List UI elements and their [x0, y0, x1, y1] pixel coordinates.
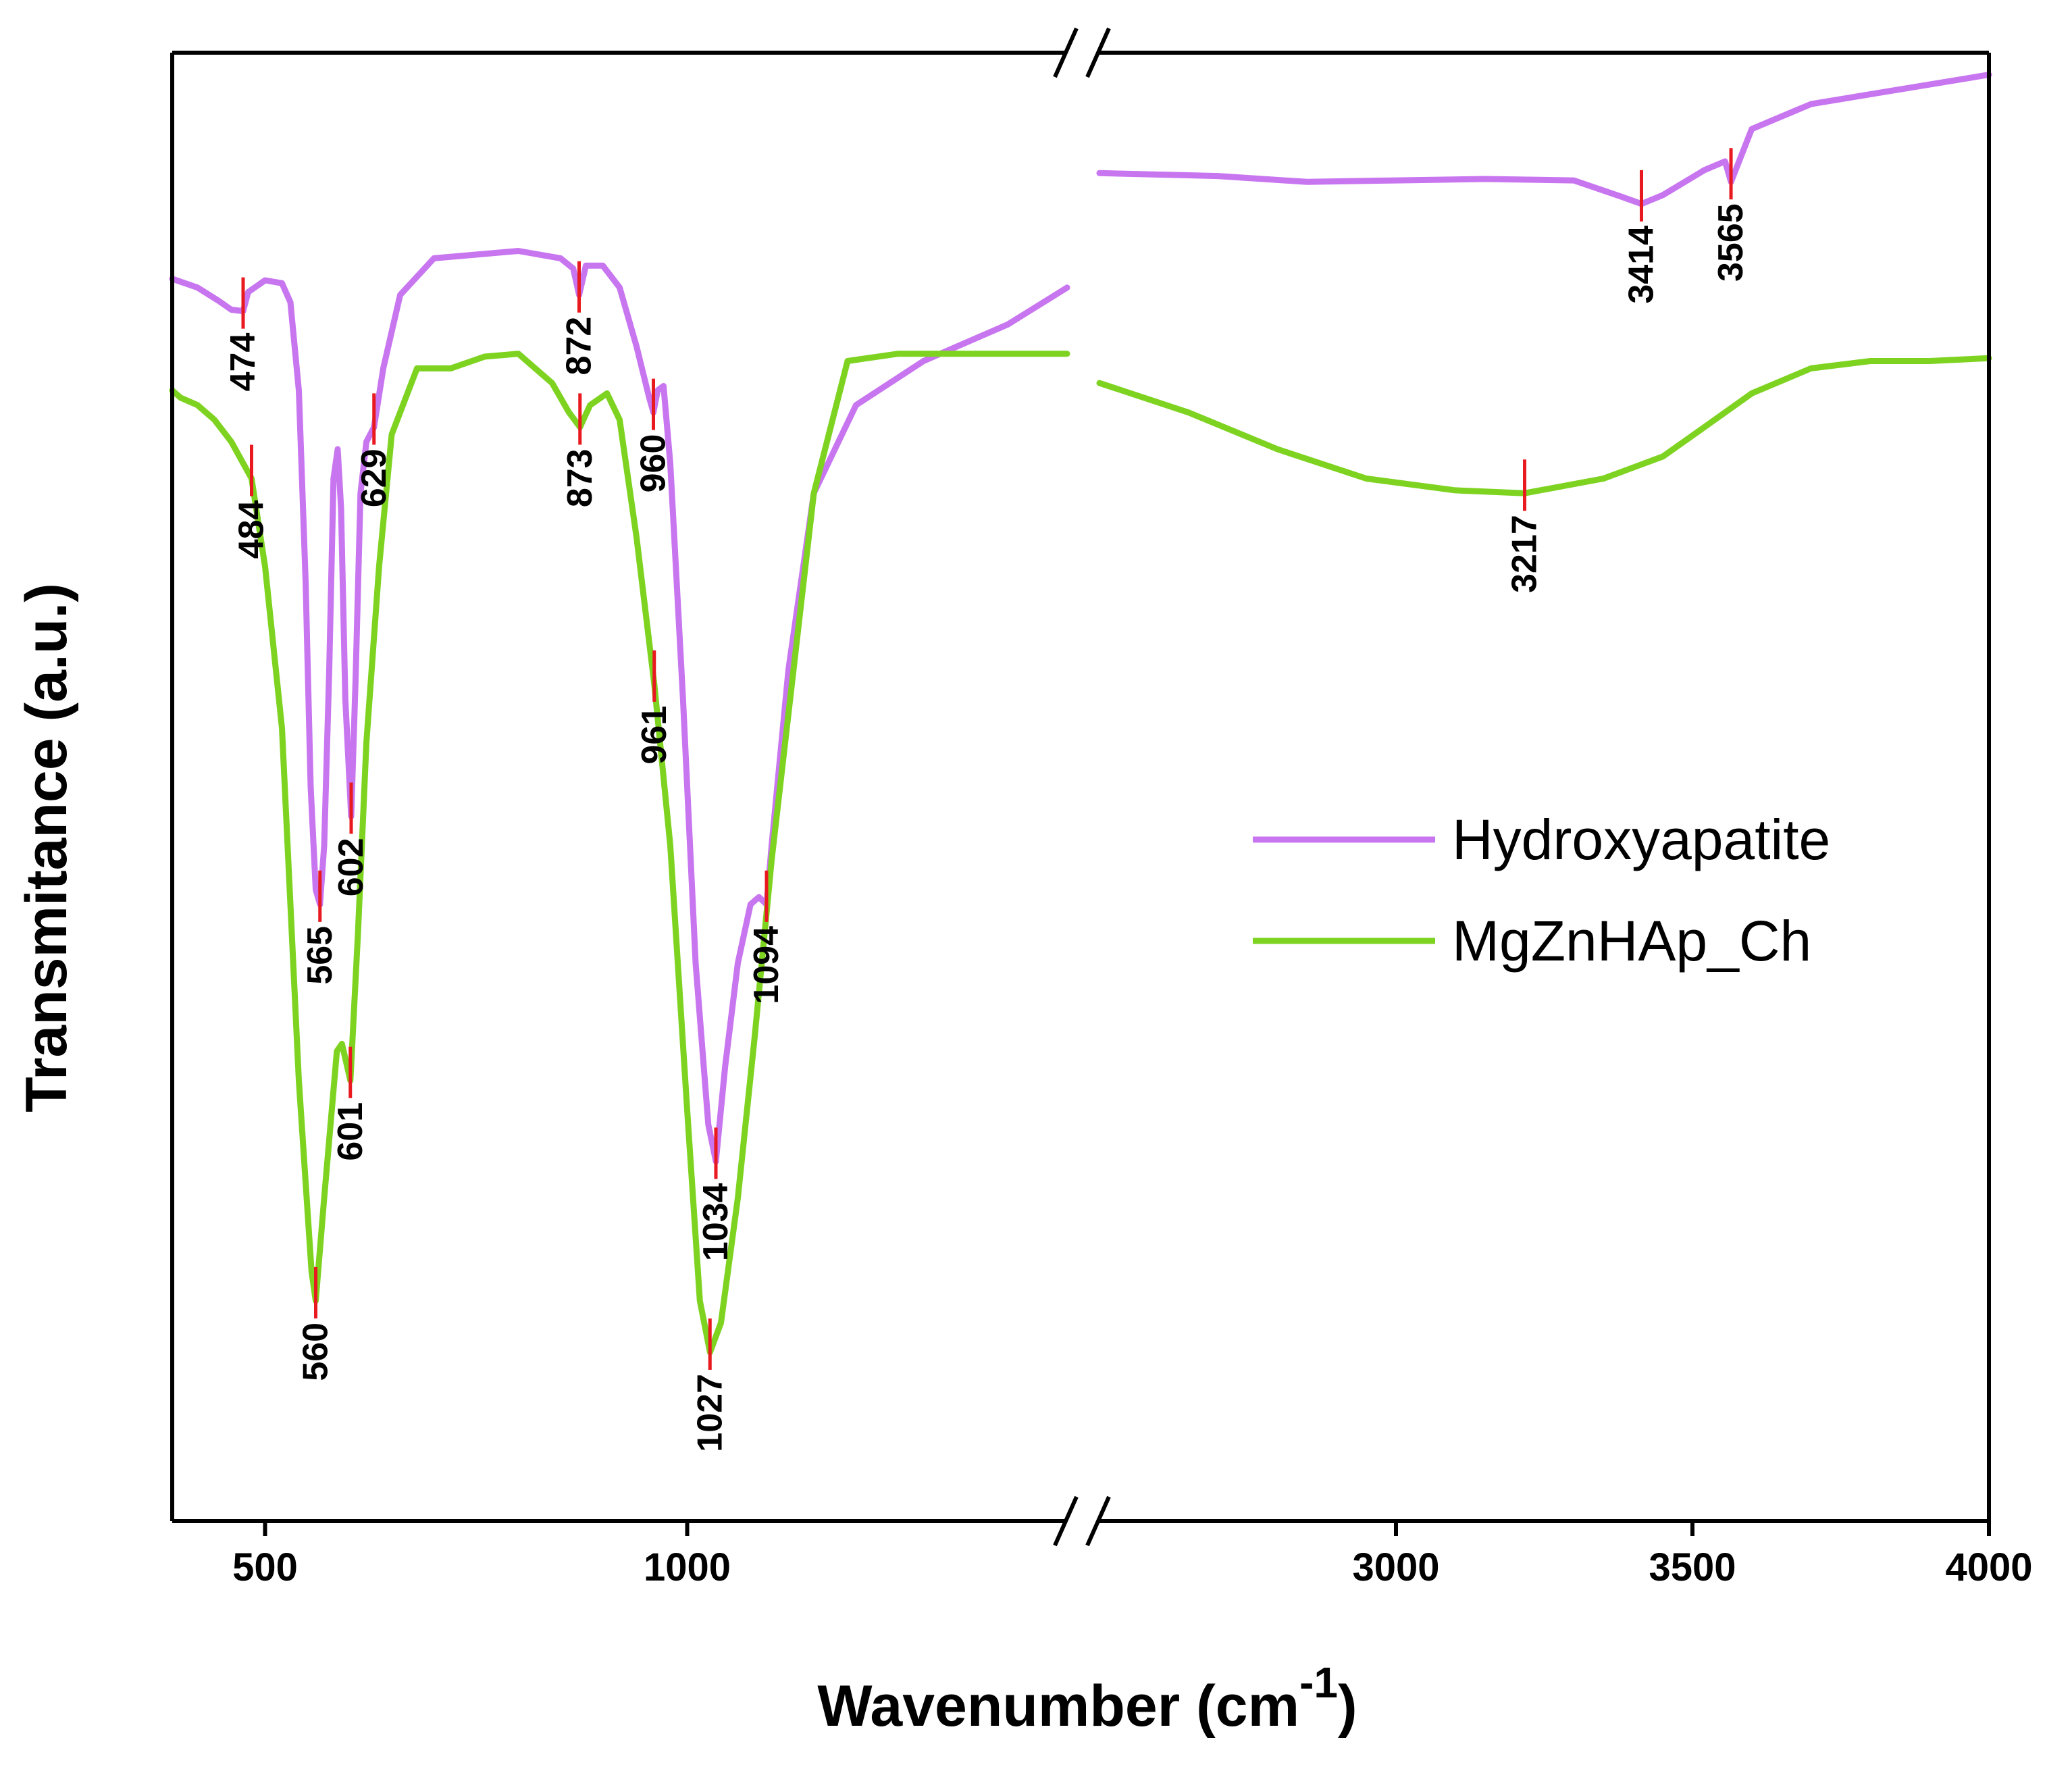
peak-label-474: 474	[224, 333, 263, 392]
break-mark-bottom-2	[1085, 1495, 1111, 1547]
peak-label-565: 565	[301, 926, 340, 985]
x-axis-label-main: Wavenumber (cm	[817, 1674, 1299, 1739]
peak-label-3414: 3414	[1622, 226, 1661, 304]
x-axis-label-superscript: -1	[1299, 1658, 1338, 1707]
peak-label-3217: 3217	[1505, 515, 1545, 593]
peak-label-602: 602	[332, 838, 371, 897]
peak-label-961: 961	[635, 706, 674, 765]
x-axis-label-suffix: )	[1338, 1674, 1357, 1739]
plot-frame	[170, 51, 1991, 1523]
y-axis-label: Transmitance (a.u.)	[14, 583, 79, 1112]
curves-layer	[169, 72, 1992, 1356]
break-mark-top-2	[1085, 27, 1111, 78]
peak-label-960: 960	[634, 434, 673, 493]
peak-label-601: 601	[331, 1102, 370, 1161]
break-mark-top-1	[1053, 27, 1079, 78]
x-tick-label-1000: 1000	[644, 1545, 731, 1589]
legend-label-mgznhap-ch: MgZnHAp_Ch	[1452, 909, 1811, 973]
x-axis-label: Wavenumber (cm-1)	[817, 1658, 1357, 1739]
peak-label-1094: 1094	[747, 926, 786, 1004]
series-line-mgznhap-ch-left	[169, 351, 1070, 1356]
x-axis-ticks: 500 1000 3000 3500 4000	[232, 1521, 2033, 1589]
break-mark-bottom-1	[1053, 1495, 1079, 1547]
peak-label-873: 873	[561, 448, 600, 507]
peak-label-3565: 3565	[1711, 203, 1751, 282]
series-line-hydroxyapatite-left	[169, 248, 1070, 1164]
peak-annotations: 474 565 602 629 872 960 1034 1094 3414 3565 484 560…	[224, 148, 1751, 1452]
peak-label-1034: 1034	[696, 1183, 735, 1261]
legend-label-hydroxyapatite: Hydroxyapatite	[1452, 808, 1830, 871]
axis-break-marks	[1053, 27, 1111, 1547]
series-line-hydroxyapatite-right	[1096, 72, 1992, 207]
peak-label-629: 629	[355, 448, 394, 507]
series-line-mgznhap-ch-right	[1096, 355, 1992, 496]
legend: Hydroxyapatite MgZnHAp_Ch	[1253, 808, 1830, 973]
x-tick-label-3500: 3500	[1649, 1545, 1736, 1589]
peak-label-484: 484	[232, 500, 271, 559]
x-tick-label-3000: 3000	[1352, 1545, 1439, 1589]
x-tick-label-500: 500	[232, 1545, 298, 1589]
peak-label-560: 560	[296, 1323, 336, 1381]
peak-label-1027: 1027	[690, 1374, 729, 1452]
x-tick-label-4000: 4000	[1945, 1545, 2032, 1589]
peak-label-872: 872	[560, 317, 599, 376]
